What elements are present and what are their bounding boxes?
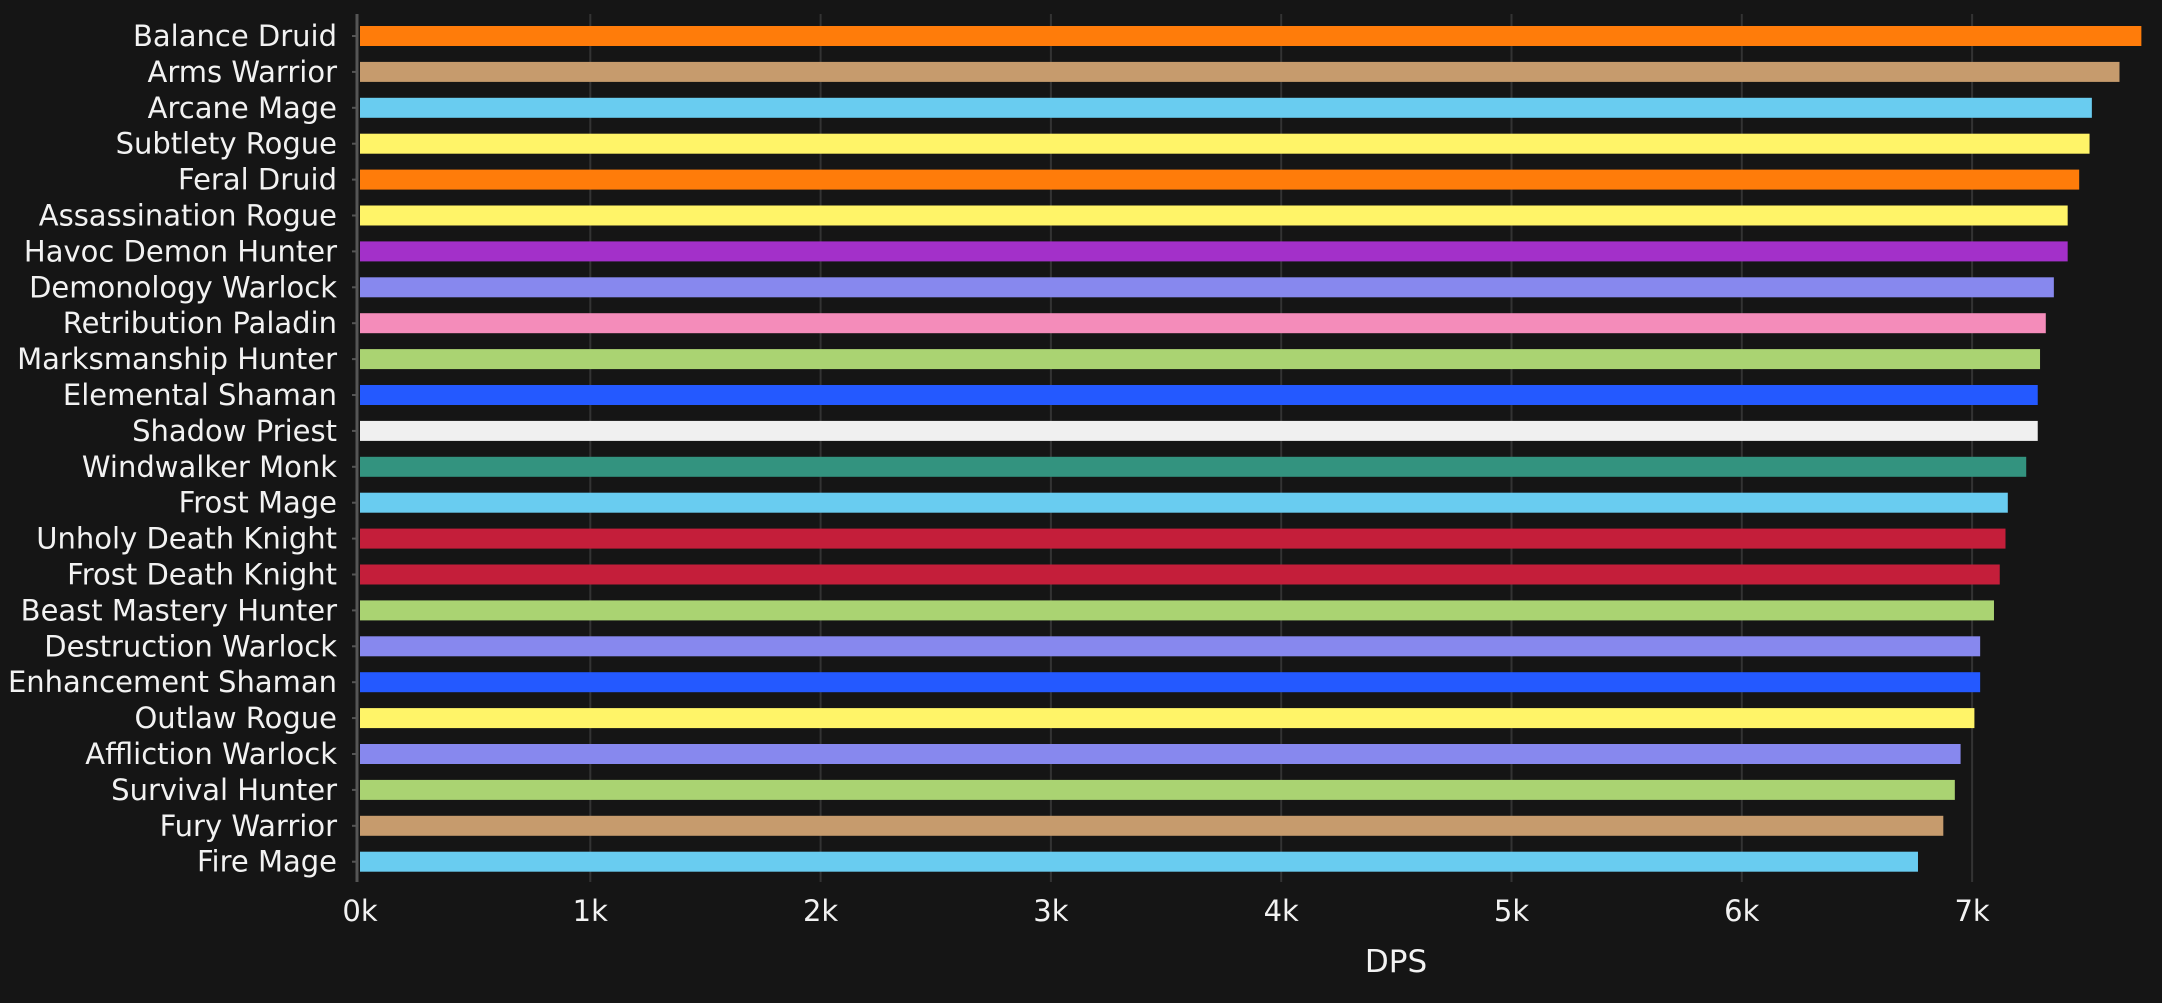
bar	[360, 815, 1944, 836]
bar	[360, 61, 2120, 82]
x-tick-label: 7k	[1954, 894, 1989, 928]
x-tick-label: 1k	[573, 894, 608, 928]
bar	[360, 313, 2046, 334]
bar	[360, 26, 2142, 46]
x-tick-label: 5k	[1494, 894, 1529, 928]
bar	[360, 205, 2068, 226]
category-label: Retribution Paladin	[63, 306, 337, 340]
bar	[360, 492, 2008, 513]
category-label: Elemental Shaman	[63, 378, 337, 412]
grid-lines	[589, 14, 1974, 882]
bar	[360, 851, 1918, 872]
category-label: Outlaw Rogue	[134, 701, 337, 735]
bar	[360, 169, 2080, 190]
category-label: Affliction Warlock	[85, 737, 337, 771]
category-label: Beast Mastery Hunter	[21, 593, 337, 627]
category-label: Subtlety Rogue	[116, 127, 337, 161]
x-tick-label: 6k	[1724, 894, 1759, 928]
x-tick-label: 3k	[1033, 894, 1068, 928]
bar	[360, 277, 2054, 298]
bar	[360, 97, 2092, 118]
category-label: Unholy Death Knight	[36, 522, 337, 556]
category-label: Havoc Demon Hunter	[24, 234, 337, 268]
category-label: Frost Mage	[179, 486, 337, 520]
category-label: Arms Warrior	[148, 55, 338, 89]
bar	[360, 528, 2006, 549]
bar	[360, 456, 2027, 477]
category-label: Balance Druid	[133, 19, 337, 53]
category-label: Enhancement Shaman	[8, 665, 337, 699]
category-label: Fire Mage	[197, 845, 337, 879]
bar	[360, 636, 1981, 657]
x-axis-ticks: 0k 1k 2k 3k 4k 5k 6k 7k	[342, 894, 1990, 928]
bar	[360, 133, 2090, 154]
bar	[360, 744, 1961, 764]
bar	[360, 349, 2041, 370]
bar	[360, 779, 1955, 800]
category-label: Windwalker Monk	[82, 450, 337, 484]
bar	[360, 241, 2068, 262]
category-label: Assassination Rogue	[39, 199, 337, 233]
x-tick-label: 2k	[803, 894, 838, 928]
category-label: Frost Death Knight	[67, 558, 337, 592]
category-label: Fury Warrior	[160, 809, 338, 843]
bars	[360, 26, 2142, 872]
category-label: Arcane Mage	[148, 91, 337, 125]
category-label: Demonology Warlock	[29, 270, 337, 304]
category-label: Feral Druid	[178, 163, 337, 197]
bar	[360, 564, 2000, 585]
category-label: Marksmanship Hunter	[17, 342, 337, 376]
bar	[360, 708, 1975, 729]
x-tick-label: 4k	[1264, 894, 1299, 928]
category-label: Survival Hunter	[111, 773, 337, 807]
bar	[360, 385, 2038, 405]
bar	[360, 672, 1981, 693]
x-tick-label: 0k	[342, 894, 377, 928]
category-label: Destruction Warlock	[44, 629, 337, 663]
category-label: Shadow Priest	[132, 414, 337, 448]
x-axis-title: DPS	[1365, 944, 1427, 980]
bar	[360, 420, 2038, 441]
bar	[360, 600, 1994, 621]
